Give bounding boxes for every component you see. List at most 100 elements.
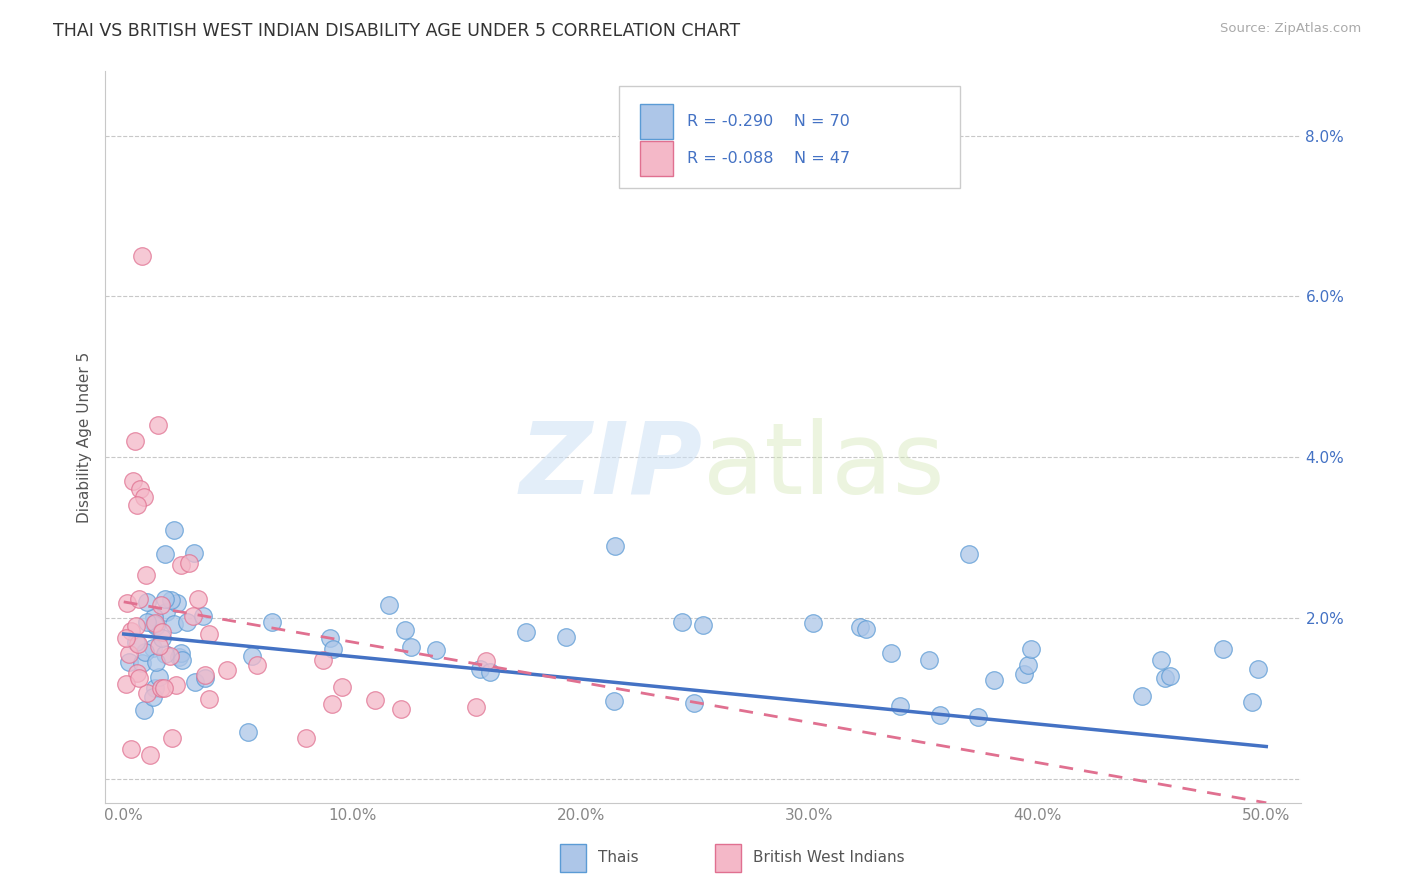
Text: atlas: atlas bbox=[703, 417, 945, 515]
Point bbox=[131, 656, 153, 670]
Point bbox=[181, 609, 204, 624]
Y-axis label: Disability Age Under 5: Disability Age Under 5 bbox=[77, 351, 93, 523]
Point bbox=[128, 592, 150, 607]
Point bbox=[967, 710, 990, 724]
Point bbox=[120, 624, 142, 638]
Point bbox=[692, 618, 714, 632]
Point bbox=[683, 696, 706, 710]
Point bbox=[143, 681, 166, 696]
Point bbox=[146, 417, 169, 432]
Point bbox=[142, 610, 165, 624]
Bar bbox=[560, 844, 586, 871]
Point bbox=[319, 632, 342, 646]
Point bbox=[1154, 671, 1177, 685]
Point bbox=[134, 491, 156, 505]
Point bbox=[127, 637, 149, 651]
Point bbox=[1240, 695, 1263, 709]
Point bbox=[983, 673, 1005, 687]
Point bbox=[153, 681, 176, 695]
Point bbox=[193, 668, 215, 682]
Point bbox=[150, 598, 173, 612]
Point bbox=[122, 475, 145, 489]
Point bbox=[475, 654, 498, 668]
Text: Thais: Thais bbox=[598, 850, 638, 865]
Point bbox=[115, 677, 138, 691]
Point bbox=[159, 649, 181, 664]
Point bbox=[117, 648, 139, 662]
Point bbox=[145, 655, 167, 669]
Point bbox=[118, 655, 141, 669]
Point bbox=[918, 653, 941, 667]
Point bbox=[849, 620, 872, 634]
Point bbox=[295, 731, 318, 746]
Point bbox=[478, 665, 501, 679]
Point bbox=[401, 640, 423, 654]
Point bbox=[136, 615, 159, 629]
Point bbox=[879, 647, 901, 661]
Point bbox=[603, 694, 626, 708]
Bar bbox=[716, 844, 741, 871]
Point bbox=[134, 645, 156, 659]
Point bbox=[215, 663, 238, 677]
Point bbox=[1012, 667, 1035, 681]
Text: ZIP: ZIP bbox=[520, 417, 703, 515]
Point bbox=[115, 596, 138, 610]
Point bbox=[889, 698, 911, 713]
Point bbox=[184, 675, 207, 690]
Point bbox=[124, 434, 146, 449]
Point bbox=[143, 616, 166, 631]
Point bbox=[391, 701, 413, 715]
Point bbox=[139, 747, 162, 762]
Point bbox=[167, 649, 190, 664]
Point bbox=[128, 483, 150, 497]
Point bbox=[236, 725, 259, 739]
Point bbox=[128, 671, 150, 685]
Point bbox=[312, 653, 335, 667]
Point bbox=[150, 631, 173, 645]
Point bbox=[193, 671, 215, 685]
Point bbox=[554, 630, 576, 644]
Point bbox=[198, 626, 221, 640]
Point bbox=[153, 547, 176, 561]
Point bbox=[149, 681, 172, 695]
Point bbox=[364, 693, 387, 707]
Text: R = -0.290    N = 70: R = -0.290 N = 70 bbox=[688, 114, 851, 129]
Point bbox=[159, 593, 181, 607]
Point bbox=[127, 499, 149, 513]
Point bbox=[425, 643, 447, 657]
Point bbox=[1212, 641, 1234, 656]
Point bbox=[172, 653, 194, 667]
Point bbox=[125, 665, 148, 680]
Bar bbox=[640, 141, 673, 176]
Point bbox=[1247, 662, 1270, 676]
Point bbox=[142, 640, 165, 655]
Point bbox=[120, 741, 142, 756]
Point bbox=[193, 608, 215, 623]
Point bbox=[187, 591, 209, 606]
Point bbox=[603, 539, 626, 553]
Point bbox=[183, 546, 205, 560]
Point bbox=[136, 595, 159, 609]
Point bbox=[330, 680, 353, 694]
Point bbox=[124, 619, 146, 633]
Point bbox=[470, 662, 492, 676]
Point bbox=[1130, 689, 1153, 703]
Text: Source: ZipAtlas.com: Source: ZipAtlas.com bbox=[1220, 22, 1361, 36]
Point bbox=[262, 615, 284, 630]
Point bbox=[135, 568, 157, 582]
Bar bbox=[640, 104, 673, 139]
Point bbox=[801, 616, 824, 631]
Point bbox=[176, 615, 198, 630]
Point bbox=[240, 648, 263, 663]
Point bbox=[142, 690, 165, 705]
Point bbox=[246, 657, 269, 672]
Point bbox=[465, 700, 488, 714]
Point bbox=[322, 642, 344, 657]
Point bbox=[155, 647, 177, 661]
Point bbox=[1019, 642, 1042, 657]
Point bbox=[671, 615, 693, 629]
Point bbox=[136, 686, 159, 700]
Text: THAI VS BRITISH WEST INDIAN DISABILITY AGE UNDER 5 CORRELATION CHART: THAI VS BRITISH WEST INDIAN DISABILITY A… bbox=[53, 22, 741, 40]
Point bbox=[855, 622, 877, 636]
Point bbox=[321, 697, 343, 711]
